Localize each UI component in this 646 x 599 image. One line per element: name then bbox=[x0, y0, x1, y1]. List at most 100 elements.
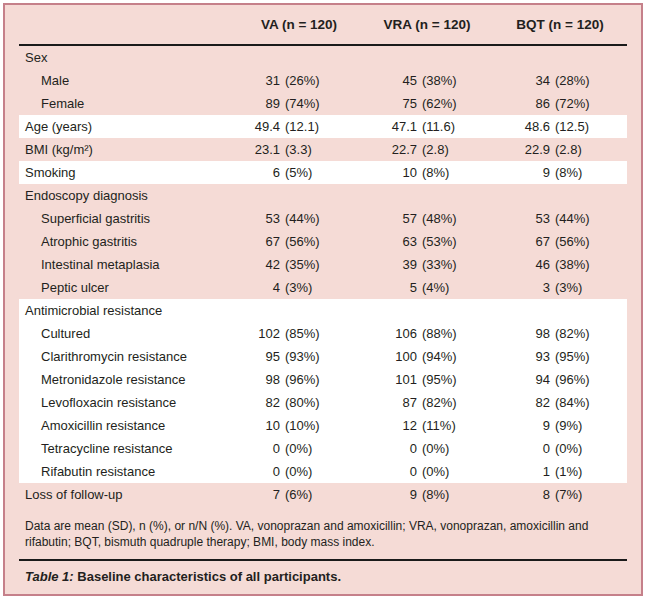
value-cell-va: 0(0%) bbox=[227, 460, 357, 483]
value-cell-vra bbox=[357, 46, 487, 69]
value-number bbox=[357, 46, 417, 69]
value-cell-va: 0(0%) bbox=[227, 437, 357, 460]
value-number: 8 bbox=[487, 483, 550, 506]
value-cell-va: 67(56%) bbox=[227, 230, 357, 253]
value-paren bbox=[280, 184, 285, 207]
value-cell-va: 42(35%) bbox=[227, 253, 357, 276]
value-cell-va: 7(6%) bbox=[227, 483, 357, 506]
value-number: 75 bbox=[357, 92, 417, 115]
column-header-bqt: BQT (n = 120) bbox=[487, 17, 627, 32]
value-paren: (0%) bbox=[417, 437, 449, 460]
value-cell-vra: 22.7(2.8) bbox=[357, 138, 487, 161]
value-paren: (11%) bbox=[417, 414, 456, 437]
value-cell-bqt: 1(1%) bbox=[487, 460, 627, 483]
value-paren: (8%) bbox=[550, 161, 582, 184]
value-paren: (11.6) bbox=[417, 115, 455, 138]
value-cell-vra: 87(82%) bbox=[357, 391, 487, 414]
value-number: 22.9 bbox=[487, 138, 550, 161]
value-number: 102 bbox=[227, 322, 280, 345]
value-number: 5 bbox=[357, 276, 417, 299]
value-cell-vra bbox=[357, 184, 487, 207]
value-number bbox=[487, 46, 550, 69]
value-number: 89 bbox=[227, 92, 280, 115]
value-number: 93 bbox=[487, 345, 550, 368]
value-paren: (95%) bbox=[417, 368, 457, 391]
value-paren: (0%) bbox=[280, 437, 312, 460]
value-cell-vra: 10(8%) bbox=[357, 161, 487, 184]
row-label: Peptic ulcer bbox=[19, 276, 227, 299]
value-paren: (12.1) bbox=[280, 115, 319, 138]
value-cell-va: 89(74%) bbox=[227, 92, 357, 115]
row-label: Intestinal metaplasia bbox=[19, 253, 227, 276]
table-row: Loss of follow-up 7(6%) 9(8%) 8(7%) bbox=[19, 483, 627, 506]
value-paren: (80%) bbox=[280, 391, 320, 414]
table-row: Peptic ulcer 4(3%) 5(4%) 3(3%) bbox=[19, 276, 627, 299]
table-header-row: VA (n = 120) VRA (n = 120) BQT (n = 120) bbox=[19, 5, 627, 44]
value-number: 67 bbox=[227, 230, 280, 253]
value-paren: (48%) bbox=[417, 207, 457, 230]
table-row: Female 89(74%) 75(62%) 86(72%) bbox=[19, 92, 627, 115]
value-number: 39 bbox=[357, 253, 417, 276]
value-cell-va bbox=[227, 299, 357, 322]
value-number: 98 bbox=[227, 368, 280, 391]
value-number bbox=[227, 46, 280, 69]
value-paren: (74%) bbox=[280, 92, 320, 115]
value-number: 82 bbox=[227, 391, 280, 414]
table-row: Smoking 6(5%) 10(8%) 9(8%) bbox=[19, 161, 627, 184]
caption-label: Table 1: bbox=[25, 569, 74, 584]
value-cell-bqt: 8(7%) bbox=[487, 483, 627, 506]
value-paren: (93%) bbox=[280, 345, 320, 368]
value-paren bbox=[280, 46, 285, 69]
value-number: 6 bbox=[227, 161, 280, 184]
value-paren: (56%) bbox=[280, 230, 320, 253]
row-label: Female bbox=[19, 92, 227, 115]
value-cell-bqt bbox=[487, 46, 627, 69]
value-cell-vra: 5(4%) bbox=[357, 276, 487, 299]
value-number: 49.4 bbox=[227, 115, 280, 138]
value-cell-bqt: 67(56%) bbox=[487, 230, 627, 253]
value-number: 1 bbox=[487, 460, 550, 483]
value-number: 12 bbox=[357, 414, 417, 437]
value-cell-bqt bbox=[487, 299, 627, 322]
row-label: Metronidazole resistance bbox=[19, 368, 227, 391]
value-paren: (2.8) bbox=[417, 138, 449, 161]
value-number: 9 bbox=[487, 161, 550, 184]
column-header-va: VA (n = 120) bbox=[227, 17, 357, 32]
value-paren bbox=[280, 299, 285, 322]
value-cell-va: 95(93%) bbox=[227, 345, 357, 368]
value-paren: (82%) bbox=[417, 391, 457, 414]
value-paren: (12.5) bbox=[550, 115, 589, 138]
value-cell-vra: 0(0%) bbox=[357, 437, 487, 460]
value-cell-bqt: 53(44%) bbox=[487, 207, 627, 230]
value-paren: (8%) bbox=[417, 161, 449, 184]
table-rows: Sex Male 31(26%) 45(38%) 34(28%) Female … bbox=[19, 46, 627, 506]
value-cell-vra: 9(8%) bbox=[357, 483, 487, 506]
row-label: Loss of follow-up bbox=[19, 483, 227, 506]
value-cell-va: 49.4(12.1) bbox=[227, 115, 357, 138]
row-label: Clarithromycin resistance bbox=[19, 345, 227, 368]
table-row: Amoxicillin resistance 10(10%) 12(11%) 9… bbox=[19, 414, 627, 437]
value-number: 67 bbox=[487, 230, 550, 253]
table-row: Antimicrobial resistance bbox=[19, 299, 627, 322]
value-cell-bqt bbox=[487, 184, 627, 207]
value-number: 4 bbox=[227, 276, 280, 299]
value-paren bbox=[550, 46, 555, 69]
value-paren: (0%) bbox=[417, 460, 449, 483]
value-cell-va: 31(26%) bbox=[227, 69, 357, 92]
value-number: 63 bbox=[357, 230, 417, 253]
value-paren: (56%) bbox=[550, 230, 590, 253]
value-cell-vra: 45(38%) bbox=[357, 69, 487, 92]
value-number: 23.1 bbox=[227, 138, 280, 161]
value-number: 53 bbox=[487, 207, 550, 230]
value-cell-va: 98(96%) bbox=[227, 368, 357, 391]
value-cell-vra: 47.1(11.6) bbox=[357, 115, 487, 138]
value-number: 0 bbox=[487, 437, 550, 460]
value-paren: (8%) bbox=[417, 483, 449, 506]
value-number: 47.1 bbox=[357, 115, 417, 138]
value-number: 87 bbox=[357, 391, 417, 414]
caption-text: Baseline characteristics of all particip… bbox=[77, 569, 341, 584]
value-cell-vra: 101(95%) bbox=[357, 368, 487, 391]
value-cell-bqt: 22.9(2.8) bbox=[487, 138, 627, 161]
value-cell-vra: 106(88%) bbox=[357, 322, 487, 345]
row-label: Tetracycline resistance bbox=[19, 437, 227, 460]
